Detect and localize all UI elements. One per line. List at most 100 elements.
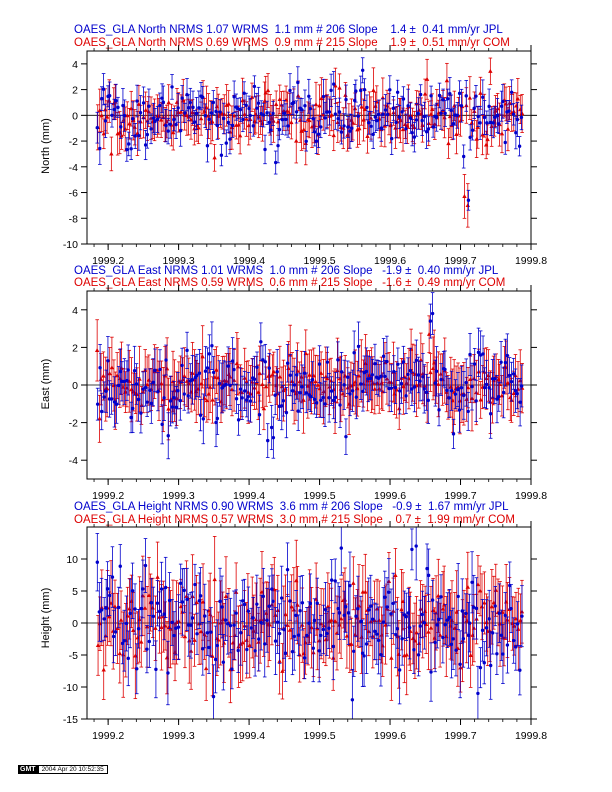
data-point-jpl xyxy=(126,368,130,372)
data-point-com xyxy=(377,386,382,391)
data-point-jpl xyxy=(170,405,175,409)
data-point-jpl xyxy=(418,92,423,97)
data-point-jpl xyxy=(161,100,165,104)
panel-height: 1999.2 1999.3 1999.4 1999.5 1999.6 1999.7 1999… xyxy=(63,521,547,742)
data-point-jpl xyxy=(198,594,203,598)
data-point-com xyxy=(343,92,348,97)
data-point-jpl xyxy=(203,614,207,618)
data-point-com xyxy=(457,398,463,403)
data-point-com xyxy=(212,577,217,582)
data-point-jpl xyxy=(230,667,234,671)
data-point-jpl xyxy=(317,362,322,366)
data-point-jpl xyxy=(110,575,115,579)
data-point-jpl xyxy=(104,606,108,610)
data-point-jpl xyxy=(238,387,243,391)
data-point-com xyxy=(226,101,231,106)
data-point-com xyxy=(194,122,200,127)
data-point-jpl xyxy=(348,392,352,396)
data-point-jpl xyxy=(422,114,427,119)
data-point-jpl xyxy=(509,90,514,94)
data-point-jpl xyxy=(323,607,328,612)
data-point-jpl xyxy=(105,587,110,591)
data-point-jpl xyxy=(284,410,289,415)
data-point-jpl xyxy=(130,589,135,593)
data-point-jpl xyxy=(327,396,331,400)
data-point-jpl xyxy=(168,122,172,126)
data-point-com xyxy=(249,94,255,99)
data-point-jpl xyxy=(451,432,456,436)
data-point-jpl xyxy=(112,107,116,112)
data-point-jpl xyxy=(296,633,301,637)
x-tick-label: 1999.8 xyxy=(515,490,547,502)
data-point-jpl xyxy=(259,620,263,625)
data-point-com xyxy=(307,603,312,608)
y-tick-label: -10 xyxy=(63,239,78,251)
x-tick-label: 1999.6 xyxy=(374,490,406,502)
data-point-jpl xyxy=(245,398,249,402)
data-point-com xyxy=(515,96,521,101)
data-point-jpl xyxy=(493,377,497,381)
data-point-jpl xyxy=(172,633,176,638)
data-point-jpl xyxy=(137,133,141,138)
x-tick-label: 1999.4 xyxy=(233,490,265,502)
data-point-com xyxy=(101,667,106,672)
x-tick-label: 1999.6 xyxy=(374,255,406,267)
data-point-jpl xyxy=(271,435,276,440)
data-point-com xyxy=(171,130,176,135)
data-point-jpl xyxy=(362,654,366,658)
data-point-jpl xyxy=(249,626,253,630)
data-point-jpl xyxy=(275,620,280,624)
data-point-jpl xyxy=(307,94,311,98)
data-point-com xyxy=(101,131,107,136)
data-point-jpl xyxy=(158,367,162,372)
data-point-com xyxy=(372,386,377,391)
data-point-com xyxy=(235,364,241,369)
data-point-jpl xyxy=(209,111,214,115)
data-point-jpl xyxy=(319,125,323,129)
data-point-jpl xyxy=(515,117,520,122)
data-point-com xyxy=(493,587,498,592)
data-point-jpl xyxy=(410,387,414,391)
data-point-jpl xyxy=(321,395,325,400)
data-point-jpl xyxy=(375,118,379,123)
data-point-jpl xyxy=(367,608,371,612)
data-point-jpl xyxy=(325,631,329,636)
data-point-jpl xyxy=(286,124,290,128)
data-point-jpl xyxy=(359,382,363,386)
data-point-jpl xyxy=(336,606,340,611)
data-point-jpl xyxy=(434,115,439,119)
data-point-com xyxy=(499,131,505,136)
data-point-jpl xyxy=(147,639,152,644)
data-point-jpl xyxy=(242,602,247,607)
data-point-com xyxy=(97,621,103,626)
data-point-jpl xyxy=(511,372,516,376)
data-point-com xyxy=(121,652,126,657)
data-point-com xyxy=(97,416,102,421)
data-point-jpl xyxy=(176,388,180,393)
data-point-jpl xyxy=(200,95,205,99)
data-point-jpl xyxy=(468,135,472,140)
data-point-jpl xyxy=(265,618,269,622)
data-point-com xyxy=(365,134,370,139)
data-point-jpl xyxy=(300,108,304,112)
data-point-jpl xyxy=(350,126,354,130)
data-point-com xyxy=(214,367,219,372)
data-point-com xyxy=(240,640,245,645)
data-point-jpl xyxy=(308,106,312,111)
data-point-jpl xyxy=(308,601,312,606)
data-point-jpl xyxy=(503,140,507,145)
data-point-jpl xyxy=(118,564,122,568)
data-point-jpl xyxy=(362,87,367,92)
data-point-jpl xyxy=(453,392,458,396)
data-point-jpl xyxy=(124,621,129,626)
data-point-jpl xyxy=(277,127,282,132)
data-point-com xyxy=(250,379,255,384)
data-point-jpl xyxy=(304,139,308,143)
data-point-jpl xyxy=(515,392,519,396)
data-point-jpl xyxy=(112,400,117,404)
data-point-jpl xyxy=(296,80,300,85)
data-point-jpl xyxy=(397,115,402,119)
data-point-com xyxy=(444,634,449,639)
data-point-jpl xyxy=(321,94,326,99)
data-point-jpl xyxy=(394,120,398,125)
